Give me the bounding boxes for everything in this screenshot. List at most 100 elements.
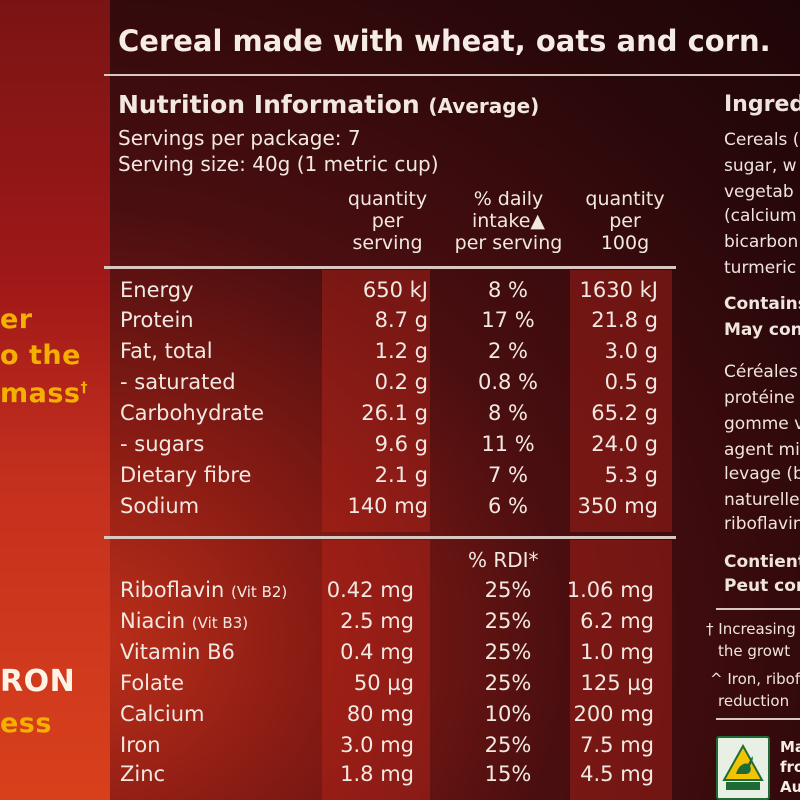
french-line: Céréales xyxy=(724,362,798,382)
french-line: levage (b xyxy=(724,464,800,484)
per-serving-value: 26.1 g xyxy=(361,401,428,425)
per-serving-value: 0.2 g xyxy=(374,370,428,394)
vitamin-row: Folate 50 µg 25% 125 µg xyxy=(118,671,662,701)
band-per-100g xyxy=(570,270,672,532)
vitamin-rdi: 25% xyxy=(484,671,532,695)
ingredients-line: (calcium xyxy=(724,206,797,226)
vitamin-row: Iron 3.0 mg 25% 7.5 mg xyxy=(118,733,662,763)
ingredients-line: bicarbon xyxy=(724,232,799,252)
vitamin-rdi: 25% xyxy=(484,609,532,633)
vitamin-per-serving: 50 µg xyxy=(353,671,414,695)
vitamin-per-100g: 125 µg xyxy=(580,671,654,695)
footnote-2b: reduction xyxy=(718,692,790,710)
ingredients-line: vegetab xyxy=(724,182,794,202)
nutrient-row: - saturated 0.2 g 0.8 % 0.5 g xyxy=(118,370,662,400)
servings-per-package: Servings per package: 7 xyxy=(118,126,361,150)
nutrient-name: Fat, total xyxy=(120,339,213,363)
left-panel-background xyxy=(0,0,110,800)
footnote-2a: ^ Iron, ribofl xyxy=(710,670,800,688)
vitamin-name: Folate xyxy=(120,671,185,695)
vitamin-per-100g: 6.2 mg xyxy=(580,609,654,633)
headline-rule xyxy=(104,74,800,76)
vitamin-per-100g: 7.5 mg xyxy=(580,733,654,757)
nutrient-name: Energy xyxy=(120,278,194,302)
left-text-line1: er xyxy=(0,304,33,335)
per-100g-value: 0.5 g xyxy=(604,370,658,394)
col-header-daily-intake: % daily intake▲ per serving xyxy=(454,188,563,254)
footnote-rule xyxy=(716,608,800,610)
nutrient-row: Sodium 140 mg 6 % 350 mg xyxy=(118,494,662,524)
headline: Cereal made with wheat, oats and corn. xyxy=(118,24,771,58)
daily-intake-value: 0.8 % xyxy=(477,370,539,394)
nutrient-name: - saturated xyxy=(120,370,236,394)
vitamin-per-serving: 80 mg xyxy=(346,702,414,726)
ingredients-line: sugar, w xyxy=(724,156,797,176)
vitamin-row: Niacin (Vit B3) 2.5 mg 25% 6.2 mg xyxy=(118,609,662,639)
per-100g-value: 24.0 g xyxy=(591,432,658,456)
per-serving-value: 1.2 g xyxy=(374,339,428,363)
vitamin-per-serving: 3.0 mg xyxy=(340,733,414,757)
left-text-line2: o the xyxy=(0,340,81,371)
logo-text-line2: fro xyxy=(780,758,800,776)
nutrient-row: Fat, total 1.2 g 2 % 3.0 g xyxy=(118,339,662,369)
logo-text-line3: Au xyxy=(780,778,800,796)
left-text-line5: ess xyxy=(0,708,52,739)
daily-intake-value: 8 % xyxy=(488,278,528,302)
per-serving-value: 2.1 g xyxy=(374,463,428,487)
nutrient-row: Protein 8.7 g 17 % 21.8 g xyxy=(118,308,662,338)
per-100g-value: 5.3 g xyxy=(604,463,658,487)
serving-size: Serving size: 40g (1 metric cup) xyxy=(118,152,439,176)
contient-label: Contient xyxy=(724,552,800,572)
vitamin-row: Riboflavin (Vit B2) 0.42 mg 25% 1.06 mg xyxy=(118,578,662,608)
nutrient-name: Carbohydrate xyxy=(120,401,265,425)
nutrient-row: Energy 650 kJ 8 % 1630 kJ xyxy=(118,278,662,308)
vitamin-rdi: 25% xyxy=(484,733,532,757)
logo-text-line1: Ma xyxy=(780,738,800,756)
vitamin-per-serving: 0.42 mg xyxy=(326,578,414,602)
made-in-australia-logo xyxy=(716,736,770,800)
left-text-line3: mass† xyxy=(0,378,88,409)
vitamin-rdi: 15% xyxy=(484,762,532,786)
nutrient-row: - sugars 9.6 g 11 % 24.0 g xyxy=(118,432,662,462)
per-serving-value: 140 mg xyxy=(347,494,428,518)
vitamin-name: Niacin (Vit B3) xyxy=(120,609,249,633)
nutrient-name: Protein xyxy=(120,308,194,332)
footnote-1a: † Increasing xyxy=(706,620,796,638)
nutrient-row: Dietary fibre 2.1 g 7 % 5.3 g xyxy=(118,463,662,493)
nutrient-name: - sugars xyxy=(120,432,205,456)
vitamin-per-serving: 0.4 mg xyxy=(340,640,414,664)
peut-contenir-label: Peut con xyxy=(724,576,800,596)
ingredients-line: turmeric xyxy=(724,258,797,278)
vitamin-name: Riboflavin (Vit B2) xyxy=(120,578,288,602)
col-header-per-100g: quantity per 100g xyxy=(585,188,665,254)
french-line: protéine xyxy=(724,388,795,408)
per-serving-value: 650 kJ xyxy=(362,278,428,302)
vitamin-name: Zinc xyxy=(120,762,166,786)
vitamin-row: Vitamin B6 0.4 mg 25% 1.0 mg xyxy=(118,640,662,670)
vitamin-per-serving: 1.8 mg xyxy=(340,762,414,786)
french-line: riboflavin xyxy=(724,514,800,534)
nutrient-row: Carbohydrate 26.1 g 8 % 65.2 g xyxy=(118,401,662,431)
per-100g-value: 1630 kJ xyxy=(579,278,658,302)
daily-intake-value: 8 % xyxy=(488,401,528,425)
daily-intake-value: 6 % xyxy=(488,494,528,518)
vitamin-row: Calcium 80 mg 10% 200 mg xyxy=(118,702,662,732)
logo-rule xyxy=(716,718,800,720)
nutrient-name: Dietary fibre xyxy=(120,463,252,487)
may-contain-label: May con xyxy=(724,320,800,340)
per-100g-value: 65.2 g xyxy=(591,401,658,425)
french-line: agent mi xyxy=(724,440,800,460)
mid-rule xyxy=(104,536,676,539)
per-serving-value: 9.6 g xyxy=(374,432,428,456)
contains-label: Contains xyxy=(724,294,800,314)
band-per-serving xyxy=(322,270,430,532)
daily-intake-value: 7 % xyxy=(488,463,528,487)
col-header-per-serving: quantity per serving xyxy=(347,188,428,254)
band-vitamin-per-100g xyxy=(570,540,672,800)
left-text-line4: RON xyxy=(0,664,76,699)
per-100g-value: 3.0 g xyxy=(604,339,658,363)
vitamin-per-100g: 200 mg xyxy=(573,702,654,726)
ingredients-line: Cereals ( xyxy=(724,130,800,150)
band-vitamin-per-serving xyxy=(322,540,430,800)
table-top-rule xyxy=(104,266,676,269)
